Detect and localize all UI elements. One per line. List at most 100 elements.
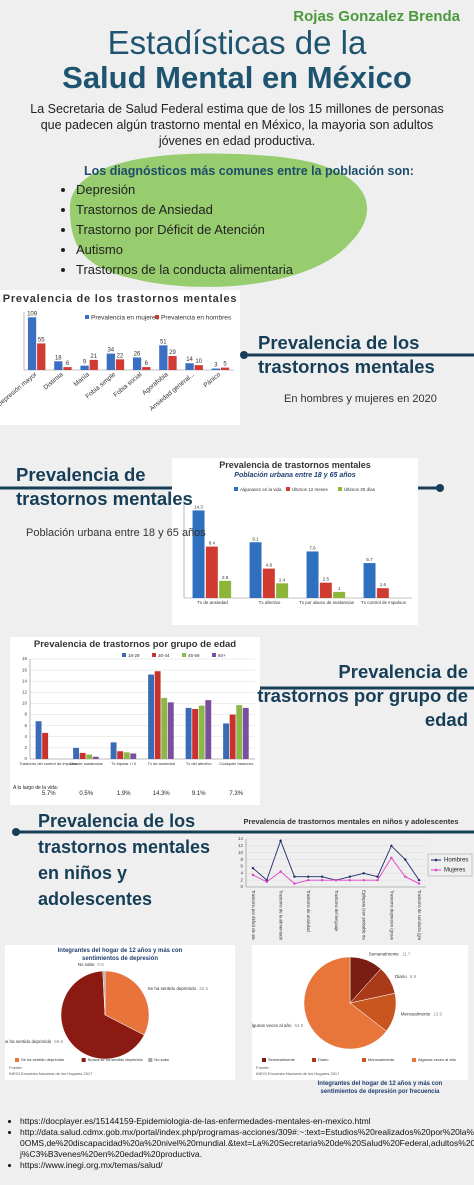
bar: [73, 747, 80, 759]
slice-value: 11.7: [402, 952, 411, 957]
data-label: 22: [117, 353, 124, 359]
bar: [42, 732, 49, 759]
bar: [205, 546, 218, 598]
data-label: 6: [145, 361, 149, 367]
data-label: 10: [195, 359, 202, 365]
point: [307, 875, 310, 878]
slice: [104, 970, 150, 1036]
bar: [198, 705, 205, 759]
x-tick-label: Tx de ansiedad: [197, 600, 228, 605]
slice-value: 9.9: [410, 974, 417, 979]
x-tick-label: Depresión mayor: [0, 371, 39, 409]
data-label: 2.8: [222, 575, 229, 580]
x-tick-label: Trastorno de ansiedad: [306, 890, 311, 932]
author: Rojas Gonzalez Brenda: [293, 8, 460, 25]
bar: [63, 367, 72, 370]
bar: [92, 756, 99, 759]
legend-label: Se ha sentido deprimido: [21, 1057, 65, 1062]
point: [404, 875, 407, 878]
bar: [185, 707, 192, 759]
legend-label: 18-29: [128, 653, 140, 658]
diagnoses-heading: Los diagnósticos más comunes entre la po…: [84, 164, 414, 178]
slice-label: Mensualmente 13.9: [401, 1012, 443, 1017]
legend-swatch: [286, 487, 290, 491]
diagnoses-list: Depresión Trastornos de Ansiedad Trastor…: [64, 180, 293, 280]
slice-category: Se ha sentido deprimido: [148, 986, 197, 991]
bar: [219, 580, 232, 598]
slice-category: Mensualmente: [401, 1012, 431, 1017]
y-tick-label: 2: [24, 745, 27, 750]
legend-swatch: [15, 1058, 19, 1062]
y-tick-label: 6: [240, 864, 243, 869]
diagnosis: Trastornos de la conducta alimentaria: [76, 260, 293, 280]
slice-value: 66.6: [54, 1039, 63, 1044]
legend-point: [434, 868, 438, 872]
chart-box: 14.3 9.1 7.6 5.7 Algunavez en la vida 8.4 4.8 2…: [172, 458, 418, 625]
point: [390, 856, 393, 860]
data-label: 2.5: [323, 577, 330, 582]
data-label: 21: [90, 354, 97, 360]
slice-label: Semanalmente 11.7: [369, 952, 411, 957]
blob: [70, 153, 368, 287]
x-tick-label: Uso de sustancias: [70, 761, 103, 766]
point: [279, 870, 282, 873]
bar: [185, 363, 194, 370]
chart-title: Prevalencia de trastornos por grupo de e…: [33, 639, 237, 650]
bar: [223, 723, 230, 759]
bar: [89, 359, 98, 370]
legend-swatch: [212, 653, 216, 657]
y-tick-label: 10: [22, 701, 28, 706]
chart-title: Integrantes del hogar de 12 años y más c…: [57, 948, 183, 962]
bar: [54, 361, 63, 370]
data-label: 1.6: [380, 582, 387, 587]
legend-swatch: [412, 1058, 416, 1062]
slice-category: Semanalmente: [369, 952, 400, 957]
data-label: 2.4: [279, 577, 286, 582]
x-tick-label: Tx afectivo: [259, 600, 281, 605]
chart-box: 0 2 4 6 8 10 12 14 16 18 18-29 30-44 45-59 60+ Trastor…: [10, 637, 260, 805]
legend-swatch: [262, 1058, 266, 1062]
x-tick-label: Tx del afectivo: [186, 761, 213, 766]
data-label: 9.1: [252, 536, 259, 541]
bar: [192, 510, 205, 598]
source: INEGI Encuesta Nacional de los Hogares 2…: [9, 1071, 93, 1076]
chart-title: Integrantes del hogar de 12 años y más c…: [317, 1081, 443, 1095]
point: [251, 866, 255, 870]
bar: [220, 367, 230, 370]
divider-dot: [436, 484, 444, 492]
chart: 0 2 4 6 8 10 12 14 16 18 18-29 30-44 45-59 60+ Trastor…: [13, 653, 255, 797]
legend-swatch: [155, 315, 159, 319]
y-tick-label: 12: [238, 843, 244, 848]
x-tick-label: Cualquier trastorno: [219, 761, 254, 766]
slice-label: No sabe 0.8: [78, 962, 105, 967]
y-tick-label: 2: [240, 877, 243, 882]
legend-swatch: [148, 1058, 153, 1062]
slice-value: 13.9: [433, 1012, 442, 1017]
y-tick-label: 0: [240, 884, 243, 889]
legend-label: Mujeres: [444, 868, 465, 874]
chart: 14.3 9.1 7.6 5.7 Algunavez en la vida 8.4 4.8 2…: [183, 486, 412, 605]
bar: [276, 583, 289, 598]
legend-swatch: [122, 653, 126, 657]
legend-label: Nunca se ha sentido deprimido: [88, 1057, 144, 1062]
y-tick-label: 4: [24, 734, 27, 739]
references: https://docplayer.es/15144159-Epidemiolo…: [8, 1116, 474, 1171]
bar: [205, 700, 212, 759]
legend-label: Últimos 12 meses: [292, 486, 329, 492]
data-label: 14.3: [194, 504, 203, 509]
x-tick-label: Trastorno del lenguaje: [334, 890, 339, 932]
bar: [242, 707, 249, 759]
bar: [27, 317, 37, 370]
data-label: 26: [134, 351, 141, 357]
line: [252, 839, 420, 881]
source-label: Fuente:: [256, 1065, 270, 1070]
bar: [168, 355, 177, 370]
point: [320, 875, 324, 878]
bar: [110, 742, 117, 759]
x-tick-label: Tx control de impulsos: [361, 600, 407, 605]
y-tick-label: 10: [238, 850, 244, 855]
y-tick-label: 8: [240, 857, 243, 862]
chart-box: Semanalmente 11.7 Diario 9.9 Mensualmente 13.…: [249, 945, 468, 1080]
chart: 0 2 46 8 10 12 14 Hombres Mujeres Trastorno por d…: [238, 836, 473, 960]
legend-point: [434, 858, 438, 862]
